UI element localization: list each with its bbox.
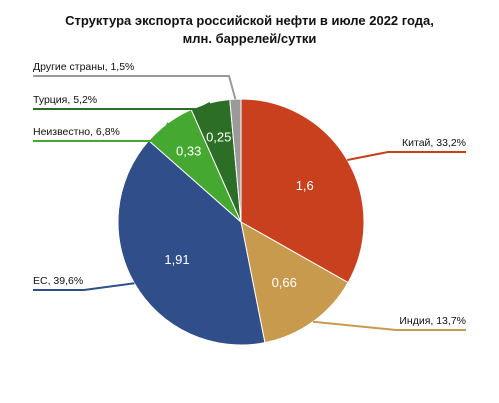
slice-category-label-5: Другие страны, 1,5%	[33, 61, 134, 73]
leader-line-3	[33, 122, 170, 142]
chart-title-line-1: Структура экспорта российской нефти в ию…	[65, 13, 434, 28]
pie-slice-5	[229, 98, 242, 223]
chart-title: Структура экспорта российской нефти в ию…	[0, 12, 499, 48]
slice-value-label-3: 0,33	[176, 144, 201, 159]
slice-category-label-1: Индия, 13,7%	[399, 315, 466, 327]
leader-line-0	[347, 151, 466, 162]
slice-value-label-1: 0,66	[272, 275, 297, 290]
slice-category-label-3: Неизвестно, 6,8%	[33, 126, 120, 138]
leader-line-2	[33, 282, 135, 291]
slice-category-label-4: Турция, 5,2%	[33, 94, 97, 106]
leader-line-4	[33, 102, 211, 110]
slice-value-label-0: 1,6	[296, 178, 314, 193]
slice-value-label-4: 0,25	[206, 129, 231, 144]
slice-category-label-0: Китай, 33,2%	[402, 137, 466, 149]
slice-value-label-2: 1,91	[164, 252, 189, 267]
slice-category-label-2: ЕС, 39,6%	[33, 275, 83, 287]
chart-title-line-2: млн. баррелей/сутки	[182, 31, 317, 46]
leader-line-1	[312, 320, 466, 331]
leader-line-5	[33, 75, 237, 100]
